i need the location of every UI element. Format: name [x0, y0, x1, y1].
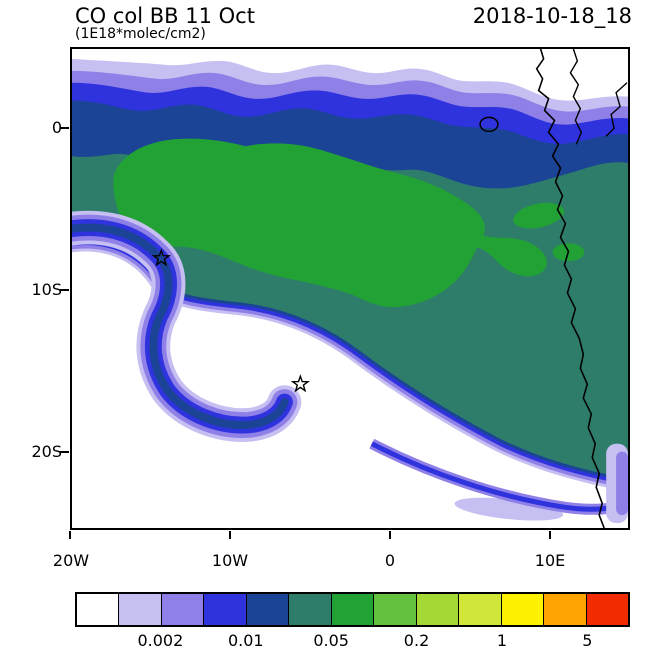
y-tick-label-0: 0	[51, 118, 62, 137]
y-axis-tick	[60, 289, 69, 291]
hook-core-darkblue	[72, 223, 289, 429]
x-tick-label-10e: 10E	[534, 551, 566, 570]
right-edge-periwinkle-strip	[616, 451, 628, 516]
colorbar-cell	[245, 594, 289, 625]
star-marker-1	[151, 248, 171, 267]
colorbar-cell	[118, 594, 161, 625]
colorbar-tick-5: 5	[582, 631, 593, 650]
x-tick-label-20w: 20W	[52, 551, 90, 570]
colorbar	[75, 592, 630, 627]
border-line-1	[569, 49, 583, 145]
colorbar-tick-02: 0.2	[403, 631, 430, 650]
colorbar-tick-005: 0.05	[313, 631, 349, 650]
closed-contour-ring	[479, 116, 499, 133]
colorbar-cell	[330, 594, 374, 625]
colorbar-cell	[543, 594, 586, 625]
border-line-2	[605, 82, 628, 137]
plot-units-label: (1E18*molec/cm2)	[75, 26, 206, 42]
map-frame	[70, 47, 630, 530]
contour-band-white-north	[72, 49, 628, 101]
plot-datestamp: 2018-10-18_18	[472, 4, 632, 28]
colorbar-tick-0002: 0.002	[137, 631, 184, 650]
x-axis-tick	[229, 531, 231, 539]
star-marker-2	[290, 374, 310, 393]
y-axis-tick	[60, 127, 69, 129]
colorbar-cell	[458, 594, 501, 625]
x-axis-tick	[69, 531, 71, 539]
colorbar-cell	[585, 594, 629, 625]
x-tick-label-0: 0	[384, 551, 396, 570]
contour-region-green-coastal	[513, 202, 565, 229]
y-axis-tick	[60, 451, 69, 453]
plot-title: CO col BB 11 Oct	[75, 4, 255, 28]
y-tick-label-10s: 10S	[31, 280, 62, 299]
coastline	[535, 49, 605, 528]
colorbar-tick-001: 0.01	[227, 631, 264, 650]
colorbar-labels: 0.002 0.01 0.05 0.2 1 5	[75, 631, 630, 655]
colorbar-cell	[203, 594, 246, 625]
colorbar-cell	[415, 594, 459, 625]
y-tick-label-20s: 20S	[31, 442, 62, 461]
colorbar-cell	[77, 594, 119, 625]
colorbar-cell	[373, 594, 416, 625]
x-axis-tick	[549, 531, 551, 539]
contour-region-green-plume	[113, 138, 547, 308]
colorbar-cell	[288, 594, 331, 625]
colorbar-cell	[160, 594, 204, 625]
co-contour-map	[72, 49, 628, 528]
contour-region-white-clearing	[72, 251, 628, 528]
colorbar-cell	[500, 594, 544, 625]
x-axis-tick	[389, 531, 391, 539]
x-tick-label-10w: 10W	[211, 551, 249, 570]
colorbar-tick-1: 1	[496, 631, 508, 650]
